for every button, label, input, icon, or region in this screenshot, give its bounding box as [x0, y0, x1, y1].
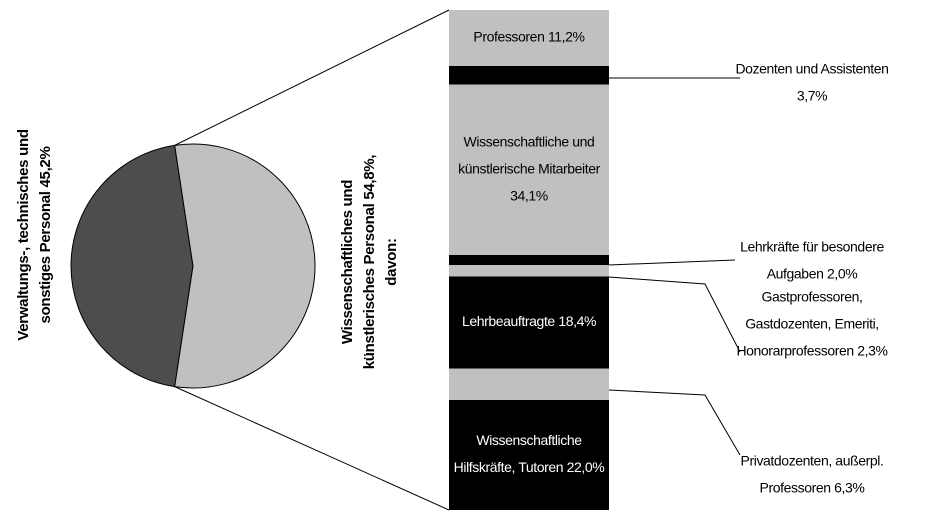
- leader-line: [608, 276, 741, 353]
- bar-segment: [449, 276, 609, 369]
- connector-line: [174, 9, 450, 146]
- leader-line: [608, 259, 736, 266]
- leader-line: [608, 389, 741, 456]
- segment-label: Wissenschaftliche: [476, 432, 582, 448]
- segment-label: Dozenten und Assistenten: [735, 61, 888, 77]
- pie-label: sonstiges Personal 45,2%: [37, 146, 54, 323]
- bar-segment: [449, 66, 609, 85]
- segment-label: Honorarprofessoren 2,3%: [736, 343, 887, 359]
- connector-line: [174, 386, 450, 511]
- segment-label: Gastprofessoren,: [762, 289, 863, 305]
- segment-label: Professoren 11,2%: [473, 29, 584, 45]
- bar-segment: [449, 255, 609, 265]
- pie-label: davon:: [383, 238, 400, 285]
- segment-label: Gastdozenten, Emeriti,: [745, 316, 879, 332]
- segment-label: 3,7%: [797, 88, 827, 104]
- bar-segment: [449, 400, 609, 510]
- segment-label: Aufgaben 2,0%: [767, 266, 858, 282]
- bar-segment: [449, 265, 609, 277]
- segment-label: künstlerische Mitarbeiter: [458, 160, 600, 176]
- segment-label: Lehrkräfte für besondere: [740, 239, 884, 255]
- pie-slice: [70, 144, 194, 388]
- pie-label: Verwaltungs-, technisches und: [15, 129, 32, 340]
- pie-slice: [174, 143, 316, 389]
- segment-label: Wissenschaftliche und: [464, 133, 595, 149]
- bar-segment: [449, 10, 609, 66]
- segment-label: Lehrbeauftragte 18,4%: [462, 313, 596, 329]
- segment-label: Hilfskräfte, Tutoren 22,0%: [454, 459, 605, 475]
- segment-label: 34,1%: [510, 187, 548, 203]
- pie-label: Wissenschaftliches und: [339, 180, 356, 344]
- bar-segment: [449, 368, 609, 400]
- segment-label: Professoren 6,3%: [760, 480, 865, 496]
- segment-label: Privatdozenten, außerpl.: [741, 453, 884, 469]
- pie-label: künstlerisches Personal 54,8%,: [361, 155, 378, 370]
- bar-segment: [449, 84, 609, 255]
